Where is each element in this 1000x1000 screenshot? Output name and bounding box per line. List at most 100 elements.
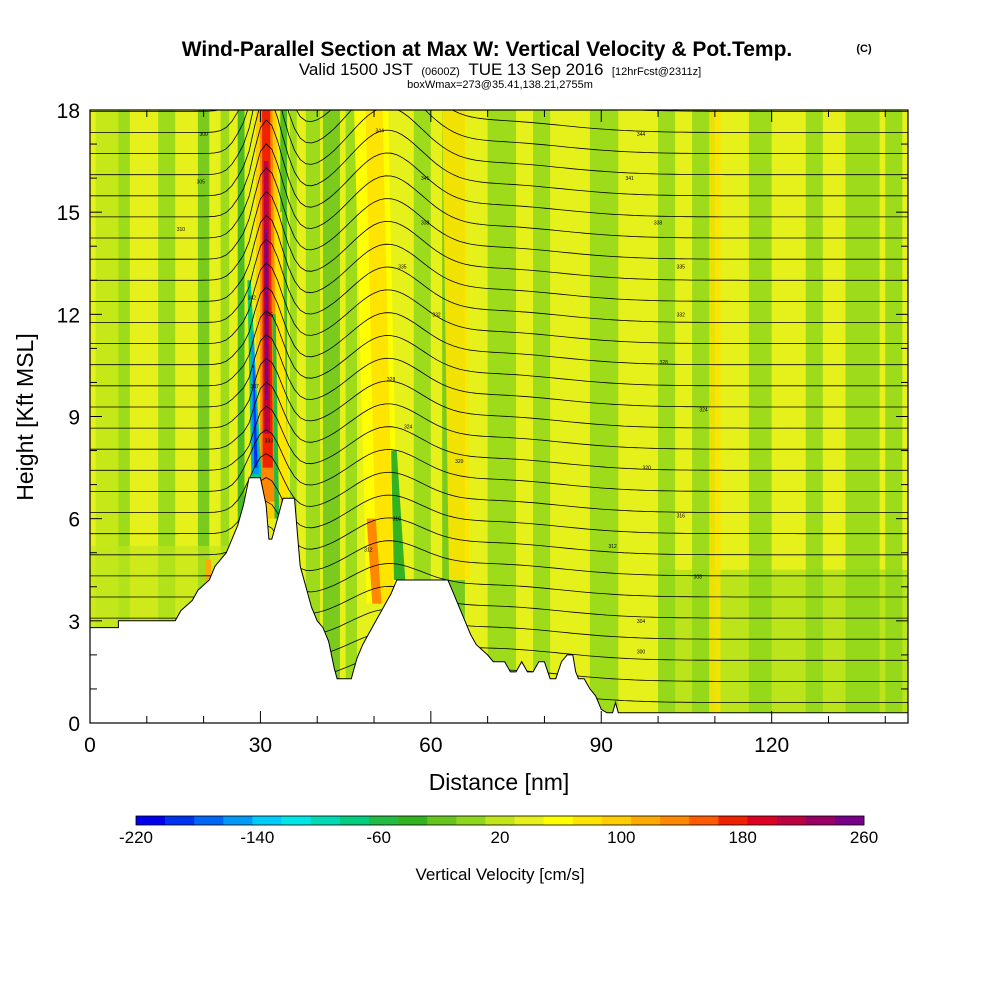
contour-label: 332: [677, 312, 686, 318]
contour-label: 341: [625, 176, 634, 182]
x-tick-label: 90: [590, 734, 613, 757]
contour-label: 344: [637, 132, 646, 138]
colorbar-label: 260: [850, 828, 878, 847]
colorbar-swatch: [689, 816, 719, 825]
colorbar-swatch: [514, 816, 544, 825]
contour-label: 332: [432, 312, 441, 318]
y-tick-label: 3: [68, 611, 80, 634]
contour-label: 304: [637, 619, 646, 625]
colorbar-swatch: [223, 816, 253, 825]
contour-label: 300: [199, 132, 208, 138]
field-band: [366, 518, 382, 604]
contour-label: 324: [404, 425, 413, 431]
theta-contour: [90, 110, 908, 154]
field-band: [237, 110, 245, 723]
y-tick-label: 6: [68, 509, 80, 532]
field-band: [709, 110, 721, 713]
contour-label: 312: [608, 544, 617, 550]
theta-contour: [90, 191, 908, 281]
field-band: [391, 450, 406, 580]
theta-contour: [90, 334, 908, 408]
theta-contour: [90, 110, 908, 176]
field-band: [289, 110, 297, 723]
contour-label: 337: [251, 384, 260, 390]
contour-label: 300: [637, 649, 646, 655]
colorbar-label: 180: [728, 828, 756, 847]
x-tick-label: 0: [84, 734, 96, 757]
box-info: boxWmax=273@35.41,138.21,2755m: [407, 79, 593, 91]
theta-contour: [90, 286, 908, 366]
field-band: [322, 110, 340, 723]
valid-utc: (0600Z): [421, 66, 460, 78]
contour-label: 328: [660, 360, 669, 366]
theta-contour: [90, 357, 908, 429]
y-tick-label: 15: [57, 202, 80, 225]
field-band: [442, 110, 470, 580]
chart-subtitle: Valid 1500 JST (0600Z) TUE 13 Sep 2016 […: [299, 60, 701, 79]
contour-label: 328: [387, 377, 396, 383]
colorbar-swatch: [281, 816, 312, 825]
field-band: [365, 110, 394, 604]
theta-contour: [90, 143, 908, 239]
colorbar-swatch: [339, 816, 370, 825]
contour-label: 335: [398, 265, 407, 271]
y-tick-label: 9: [68, 407, 80, 430]
field-band: [264, 229, 269, 400]
colorbar-swatch: [310, 816, 341, 825]
colorbar-label: 100: [607, 828, 635, 847]
colorbar-swatch: [456, 816, 486, 825]
theta-contour: [90, 262, 908, 344]
colorbar-swatch: [252, 816, 282, 825]
field-band: [253, 365, 258, 468]
colorbar-swatch: [718, 816, 748, 825]
contour-label: 324: [699, 408, 708, 414]
y-tick-label: 0: [68, 713, 80, 736]
theta-contour: [90, 405, 908, 471]
field-band: [118, 110, 130, 723]
colorbar-swatch: [747, 816, 777, 825]
colorbar-swatch: [136, 816, 166, 825]
x-axis-title: Distance [nm]: [429, 769, 570, 795]
field-band: [220, 110, 230, 723]
contour-label: 316: [393, 517, 402, 523]
contour-label: 342: [248, 295, 257, 301]
copyright-mark: (C): [856, 43, 872, 55]
field-band: [413, 110, 431, 723]
colorbar-label: -220: [119, 828, 153, 847]
theta-contour: [90, 238, 908, 323]
colorbar-swatch: [398, 816, 428, 825]
colorbar-swatch: [427, 816, 457, 825]
contour-label: 305: [197, 180, 206, 186]
colorbar-swatch: [631, 816, 661, 825]
contour-label: 335: [677, 265, 686, 271]
contour-label: 310: [177, 227, 186, 233]
theta-contour: [90, 310, 908, 387]
field-band: [533, 110, 551, 723]
colorbar-swatch: [805, 816, 836, 825]
y-tick-label: 18: [57, 100, 80, 123]
contour-label: 341: [421, 176, 430, 182]
contour-label: 320: [455, 459, 464, 465]
theta-contour: [90, 167, 908, 260]
colorbar-swatch: [543, 816, 574, 825]
forecast-info: [12hrFcst@2311z]: [612, 66, 701, 78]
colorbar-label: -140: [240, 828, 274, 847]
colorbar-swatch: [572, 816, 603, 825]
contour-label: 316: [677, 513, 686, 519]
colorbar-label: 20: [491, 828, 510, 847]
colorbar-swatch: [368, 816, 399, 825]
colorbar-swatch: [776, 816, 807, 825]
colorbar-swatch: [660, 816, 690, 825]
x-tick-label: 60: [419, 734, 442, 757]
contour-label: 344: [376, 128, 385, 134]
field-band: [658, 569, 908, 723]
terrain-mask: [90, 477, 908, 723]
field-band: [197, 110, 210, 723]
colorbar-swatch: [601, 816, 632, 825]
theta-contour: [90, 214, 908, 302]
theta-contour: [90, 110, 908, 133]
contour-label: 333: [265, 438, 274, 444]
valid-date: TUE 13 Sep 2016: [468, 60, 603, 79]
colorbar-label: -60: [366, 828, 391, 847]
theta-contour: [90, 453, 908, 513]
